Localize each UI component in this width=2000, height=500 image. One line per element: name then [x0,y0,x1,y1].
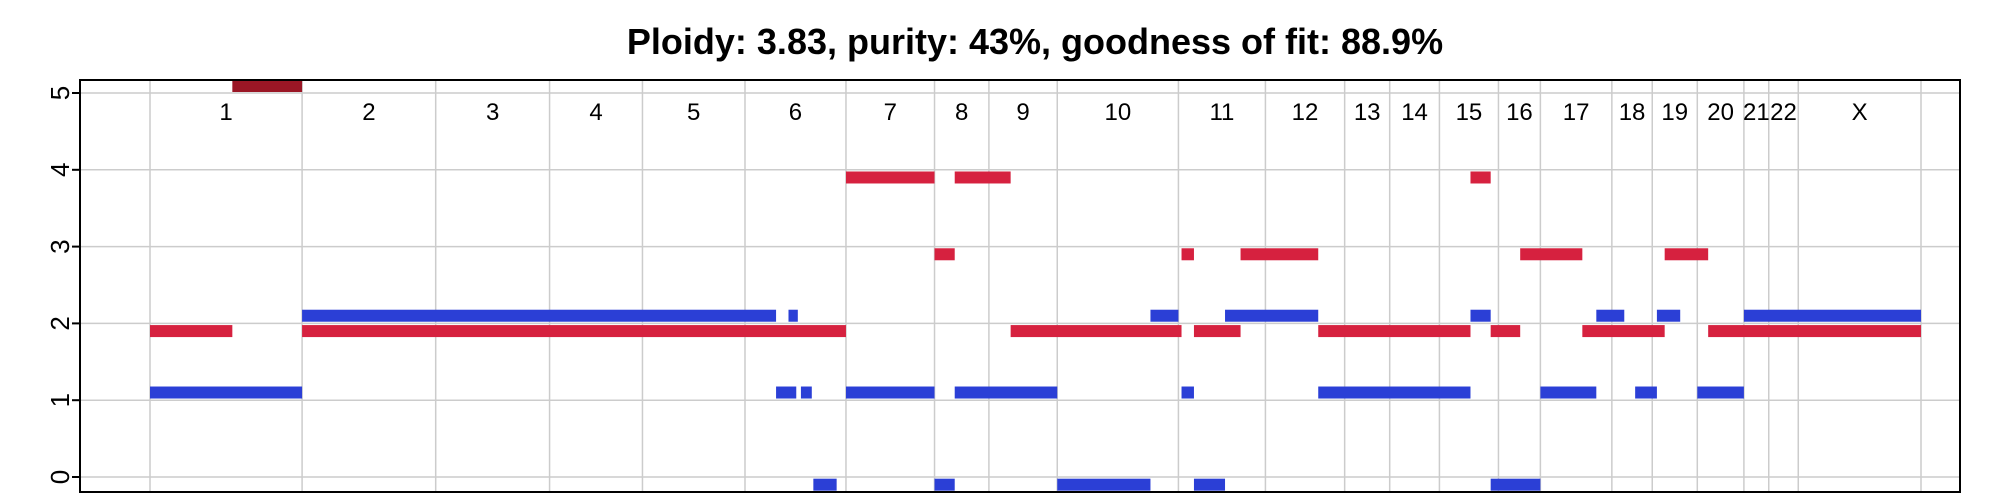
major-cn-segment [1318,325,1471,338]
plot-frame [79,79,1961,493]
y-tick-label: 4 [45,163,75,177]
chromosome-labels: 1 2 3 4 5 6 7 8 9 10 11 12 13 14 15 16 17 18 19 20 21 22 X [219,99,1867,126]
chromosome-label: 21 [1743,99,1770,126]
chromosome-label: 20 [1707,99,1734,126]
y-tick-label: 5 [45,86,75,100]
segments [150,80,1921,491]
chromosome-label: 6 [789,99,802,126]
minor-cn-segment [1181,386,1194,399]
minor-cn-segment [788,309,798,322]
major-cn-segment [1582,325,1665,338]
minor-cn-segment [1540,386,1597,399]
major-cn-segment [232,80,303,92]
minor-cn-segment [1318,386,1471,399]
minor-cn-segment [302,309,777,322]
minor-cn-segment [776,386,797,399]
chromosome-label: 8 [955,99,968,126]
chromosome-label: 22 [1770,99,1797,126]
minor-cn-segment [800,386,812,399]
chromosome-label: 14 [1401,99,1428,126]
minor-cn-segment [1635,386,1657,399]
major-cn-segment [150,325,233,338]
chromosome-label: 3 [486,99,499,126]
y-tick-label: 1 [45,393,75,407]
chromosome-label: 4 [589,99,602,126]
chromosome-label: 1 [219,99,232,126]
chromosome-label: 18 [1619,99,1646,126]
minor-cn-segment [1743,309,1921,322]
chromosome-label: 19 [1661,99,1688,126]
y-tick-label: 0 [45,470,75,484]
chromosome-label: 15 [1456,99,1483,126]
minor-cn-segment [1193,478,1226,491]
major-cn-segment [1664,248,1709,261]
major-cn-segment [1010,325,1182,338]
chromosome-label: 9 [1016,99,1029,126]
chromosome-label: 16 [1506,99,1533,126]
minor-cn-segment [934,478,955,491]
major-cn-segment [954,171,1011,184]
minor-cn-segment [813,478,837,491]
chart-title: Ploidy: 3.83, purity: 43%, goodness of f… [627,21,1443,62]
grid [80,80,1960,492]
chromosome-label: 10 [1104,99,1131,126]
major-cn-segment [1193,325,1241,338]
major-cn-segment [1490,325,1521,338]
major-cn-segment [845,171,935,184]
minor-cn-segment [1697,386,1744,399]
chromosome-label: 17 [1563,99,1590,126]
minor-cn-segment [954,386,1058,399]
major-cn-segment [1470,171,1491,184]
minor-cn-segment [1057,478,1151,491]
chromosome-label: X [1852,99,1868,126]
major-cn-segment [934,248,955,261]
y-tick-label: 3 [45,239,75,253]
minor-cn-segment [845,386,935,399]
chromosome-label: 2 [362,99,375,126]
major-cn-segment [1708,325,1921,338]
minor-cn-segment [1656,309,1681,322]
chromosome-label: 5 [687,99,700,126]
chromosome-label: 11 [1209,99,1234,126]
chromosome-label: 7 [884,99,897,126]
minor-cn-segment [1490,478,1541,491]
minor-cn-segment [1150,309,1179,322]
major-cn-segment [1520,248,1583,261]
minor-cn-segment [1225,309,1319,322]
chromosome-label: 12 [1292,99,1319,126]
y-axis: 0 1 2 3 4 5 [45,86,80,484]
minor-cn-segment [1596,309,1625,322]
minor-cn-segment [150,386,303,399]
major-cn-segment [1240,248,1319,261]
chromosome-label: 13 [1354,99,1381,126]
minor-cn-segment [1470,309,1491,322]
y-tick-label: 2 [45,316,75,330]
major-cn-segment [302,325,846,338]
major-cn-segment [1181,248,1194,261]
